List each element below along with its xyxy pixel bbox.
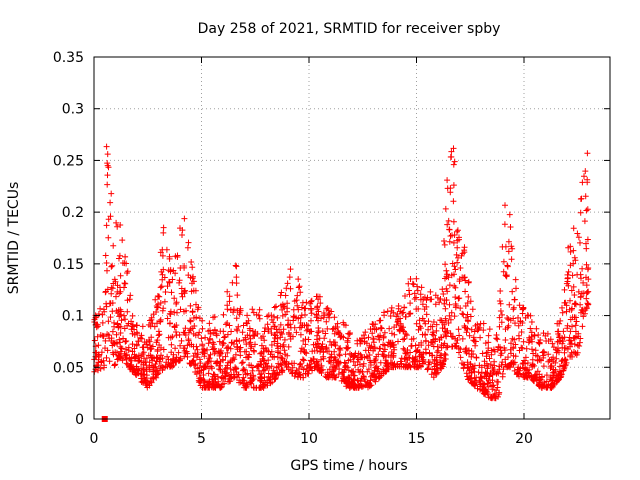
x-tick-label: 5 [197,431,206,447]
y-tick-label: 0.3 [62,102,84,118]
y-tick-label: 0.35 [53,50,84,66]
axis-ticks: 0 5 10 15 20 0 0.05 0.1 0.15 0.2 0.25 0.3 0.35 [53,50,610,447]
x-tick-label: 15 [408,431,426,447]
y-tick-label: 0.2 [62,205,84,221]
y-tick-label: 0.25 [53,153,84,169]
grid-lines [94,57,610,419]
plot-frame [93,56,611,420]
chart-title: Day 258 of 2021, SRMTID for receiver spb… [198,21,501,37]
data-points [91,143,592,422]
scatter-markers [91,143,592,402]
x-tick-label: 10 [300,431,318,447]
y-tick-label: 0.15 [53,257,84,273]
x-tick-label: 20 [515,431,533,447]
x-tick-label: 0 [90,431,99,447]
y-tick-label: 0 [75,412,84,428]
x-axis-label: GPS time / hours [290,458,407,474]
y-tick-label: 0.1 [62,309,84,325]
y-tick-label: 0.05 [53,360,84,376]
y-axis-label: SRMTID / TECUs [6,182,22,295]
